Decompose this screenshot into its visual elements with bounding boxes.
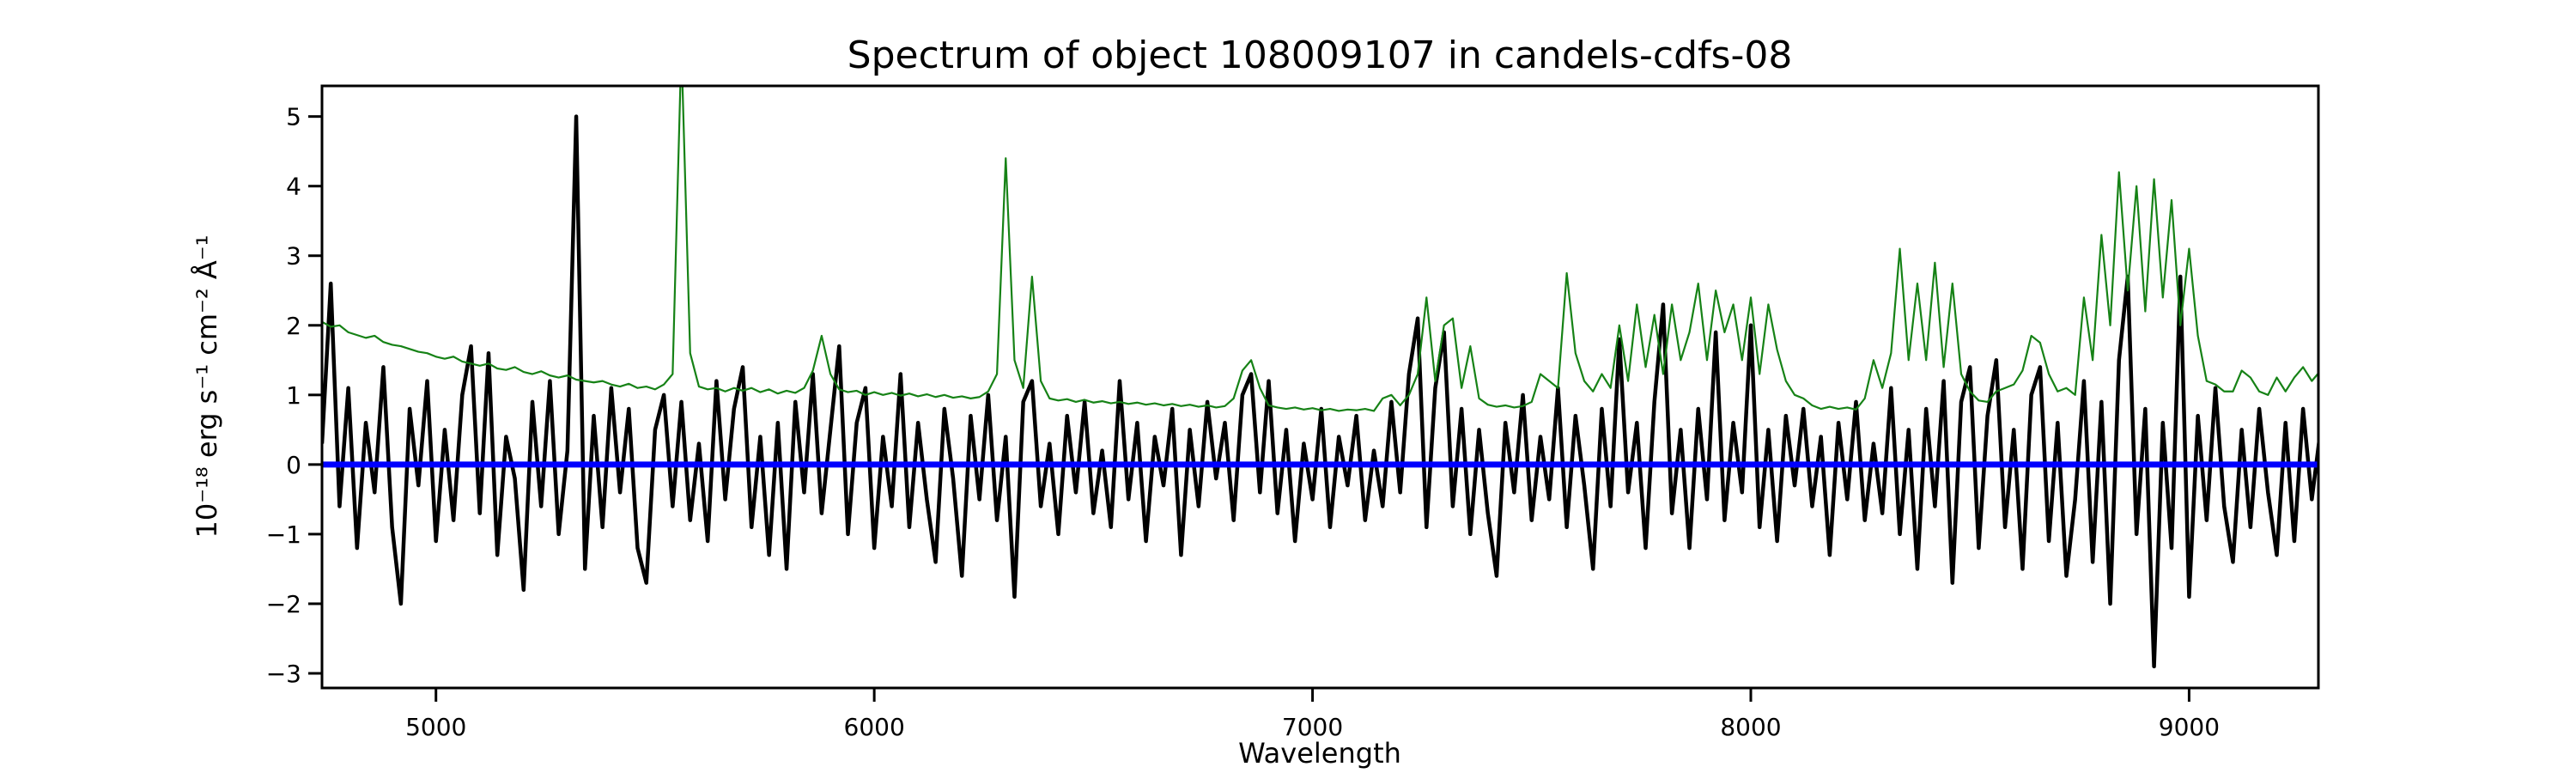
y-axis-ticks: 5 4 3 2 1 0 −1 −2 −3 [266, 103, 322, 688]
x-tick-label: 8000 [1720, 713, 1781, 741]
axes-spines [320, 84, 2320, 690]
y-tick-label: −3 [266, 660, 301, 688]
series-group [322, 86, 2318, 669]
y-tick-label: −1 [266, 520, 301, 549]
y-tick-label: 5 [286, 103, 301, 131]
y-tick-label: 2 [286, 312, 301, 340]
x-axis-label: Wavelength [1238, 737, 1401, 770]
x-axis-ticks: 5000 6000 7000 8000 9000 [405, 688, 2220, 741]
y-tick-label: 1 [286, 381, 301, 410]
y-tick-label: 4 [286, 173, 301, 201]
plot-area [322, 86, 2318, 688]
y-tick-label: −2 [266, 590, 301, 618]
x-tick-label: 5000 [405, 713, 466, 741]
plot-title: Spectrum of object 108009107 in candels-… [848, 33, 1793, 77]
y-axis-label: 10⁻¹⁸ erg s⁻¹ cm⁻² Å⁻¹ [191, 234, 223, 538]
error-sky-spectrum-line [322, 86, 2318, 412]
x-tick-label: 9000 [2159, 713, 2220, 741]
y-tick-label: 0 [286, 451, 301, 479]
observed-flux-line [322, 114, 2318, 669]
x-tick-label: 6000 [844, 713, 905, 741]
y-tick-label: 3 [286, 242, 301, 271]
x-tick-label: 7000 [1282, 713, 1343, 741]
